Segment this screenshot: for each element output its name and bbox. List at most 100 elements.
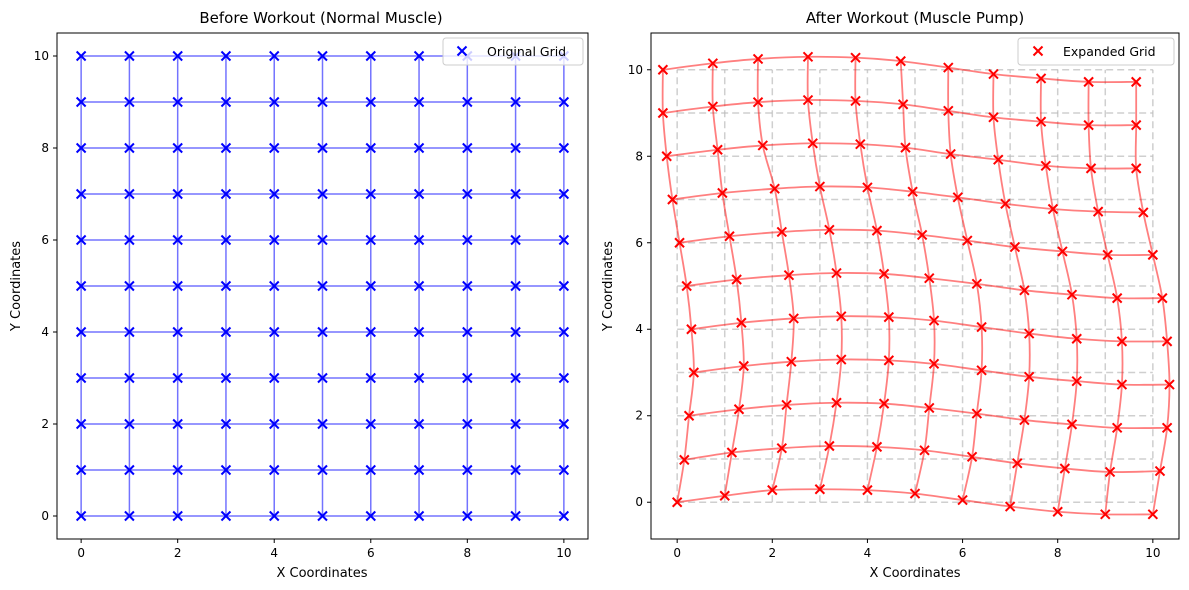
data-point bbox=[172, 50, 183, 62]
data-point bbox=[1035, 116, 1047, 127]
data-point bbox=[814, 181, 826, 192]
background-grid bbox=[676, 69, 1154, 503]
data-point bbox=[862, 182, 873, 193]
x-tick-label: 2 bbox=[768, 546, 776, 560]
legend: Original Grid bbox=[442, 37, 584, 66]
data-point bbox=[924, 273, 935, 284]
data-point bbox=[776, 442, 788, 454]
y-tick-label: 10 bbox=[628, 63, 643, 77]
data-point bbox=[462, 280, 473, 292]
legend-label: Expanded Grid bbox=[1063, 44, 1156, 59]
data-point bbox=[365, 50, 376, 62]
data-point bbox=[1083, 76, 1094, 88]
data-point bbox=[1138, 207, 1149, 218]
data-point bbox=[462, 510, 473, 522]
data-point bbox=[726, 447, 738, 458]
data-point bbox=[172, 464, 183, 476]
data-point bbox=[220, 326, 232, 338]
data-point bbox=[317, 372, 328, 384]
data-point bbox=[674, 237, 685, 248]
data-point bbox=[1040, 160, 1052, 171]
data-point bbox=[769, 183, 780, 194]
x-tick-label: 4 bbox=[270, 546, 278, 560]
y-tick-label: 2 bbox=[41, 417, 49, 431]
data-point bbox=[1147, 509, 1159, 520]
data-point bbox=[671, 497, 683, 508]
data-point bbox=[736, 317, 747, 328]
data-point bbox=[943, 105, 954, 117]
data-markers bbox=[657, 51, 1175, 520]
data-point bbox=[510, 372, 521, 384]
data-point bbox=[558, 464, 570, 476]
x-tick-label: 8 bbox=[463, 546, 471, 560]
plot-frame bbox=[650, 32, 1180, 540]
data-point bbox=[871, 441, 883, 453]
data-point bbox=[657, 64, 669, 75]
data-point bbox=[75, 234, 87, 246]
chart-title: Before Workout (Normal Muscle) bbox=[199, 9, 442, 27]
data-point bbox=[1071, 333, 1082, 344]
x-tick-label: 10 bbox=[1145, 546, 1160, 560]
data-point bbox=[802, 51, 814, 62]
data-point bbox=[75, 372, 87, 384]
data-point bbox=[1116, 379, 1128, 390]
y-tick-label: 10 bbox=[34, 49, 49, 63]
data-point bbox=[988, 68, 999, 80]
data-point bbox=[269, 372, 280, 384]
data-point bbox=[558, 96, 570, 108]
data-point bbox=[1116, 336, 1128, 347]
data-point bbox=[172, 372, 183, 384]
data-point bbox=[962, 235, 973, 246]
data-point bbox=[172, 510, 183, 522]
data-point bbox=[462, 234, 473, 246]
data-point bbox=[510, 510, 521, 522]
data-point bbox=[897, 99, 909, 110]
y-tick-label: 6 bbox=[41, 233, 49, 247]
data-point bbox=[124, 464, 135, 476]
data-point bbox=[883, 311, 895, 323]
data-point bbox=[558, 510, 570, 522]
data-point bbox=[802, 94, 814, 106]
y-axis-ticks: 0 2 4 6 8 10 bbox=[34, 49, 57, 523]
data-point bbox=[558, 142, 570, 154]
data-point bbox=[413, 188, 425, 200]
data-point bbox=[783, 269, 795, 281]
data-point bbox=[269, 280, 280, 292]
data-point bbox=[988, 112, 999, 123]
data-point bbox=[707, 58, 719, 69]
data-point bbox=[558, 234, 570, 246]
data-point bbox=[719, 490, 730, 501]
data-point bbox=[731, 274, 742, 285]
data-point bbox=[1147, 249, 1159, 261]
data-point bbox=[172, 418, 183, 430]
data-point bbox=[976, 321, 987, 333]
deformed-row-line bbox=[672, 185, 1144, 214]
data-point bbox=[752, 96, 764, 108]
data-point bbox=[75, 464, 87, 476]
data-point bbox=[1047, 203, 1059, 215]
data-point bbox=[878, 398, 890, 409]
data-point bbox=[269, 510, 280, 522]
x-tick-label: 4 bbox=[864, 546, 872, 560]
data-point bbox=[1052, 506, 1063, 517]
legend-label: Original Grid bbox=[487, 44, 566, 59]
data-point bbox=[909, 488, 921, 499]
data-point bbox=[924, 402, 935, 414]
data-point bbox=[365, 372, 376, 384]
data-point bbox=[172, 234, 183, 246]
data-point bbox=[1130, 119, 1142, 131]
data-point bbox=[365, 326, 376, 338]
data-point bbox=[75, 418, 87, 430]
y-tick-label: 0 bbox=[41, 509, 49, 523]
data-point bbox=[1100, 509, 1111, 520]
data-point bbox=[220, 96, 232, 108]
data-point bbox=[75, 510, 87, 522]
data-point bbox=[317, 326, 328, 338]
data-point bbox=[365, 96, 376, 108]
data-point bbox=[667, 194, 678, 205]
data-point bbox=[1130, 163, 1142, 174]
data-point bbox=[943, 62, 954, 73]
data-point bbox=[365, 188, 376, 200]
data-point bbox=[1059, 463, 1071, 474]
